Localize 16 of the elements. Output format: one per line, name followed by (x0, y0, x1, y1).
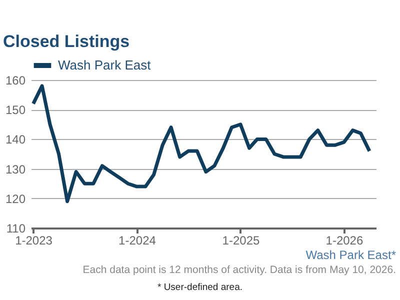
x-tick-label: 1-2025 (222, 234, 260, 248)
x-tick-label: 1-2023 (15, 234, 53, 248)
text: * User-defined area. (156, 282, 244, 293)
x-tick-label: 1-2026 (326, 234, 364, 248)
text: Wash Park East* (304, 248, 397, 262)
legend-label: Wash Park East (58, 58, 152, 72)
chart-title: Closed Listings (2, 31, 131, 53)
y-tick-label: 140 (5, 132, 26, 147)
y-tick-label: 110 (6, 222, 26, 236)
y-tick-label: 160 (5, 74, 26, 88)
y-tick-label: 130 (5, 162, 26, 176)
text: Each data point is 12 months of activity. Data is from May 10, 2026. (82, 264, 397, 276)
x-tick-label: 1-2024 (118, 234, 156, 248)
y-tick-label: 120 (5, 192, 26, 206)
y-tick-label: 150 (5, 103, 26, 118)
line-series (32, 84, 372, 204)
